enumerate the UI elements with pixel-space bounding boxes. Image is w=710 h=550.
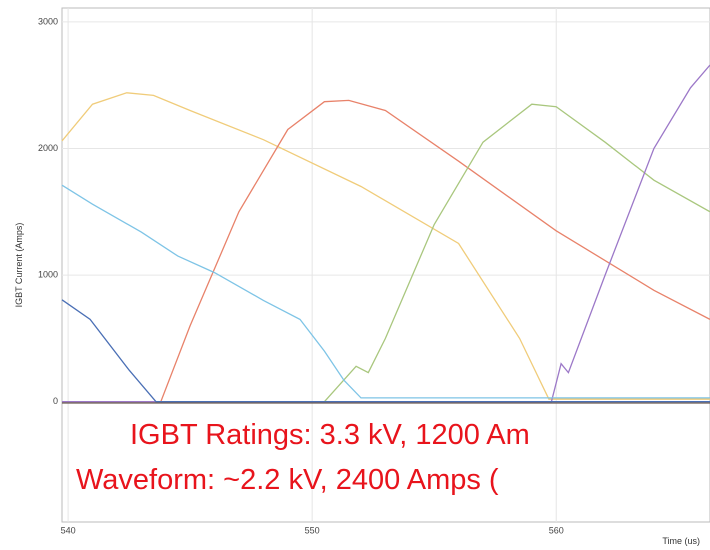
x-tick-label: 550: [305, 525, 320, 535]
series-line: [61, 92, 710, 400]
plot-area: [61, 7, 710, 523]
annotation: Waveform: ~2.2 kV, 2400 Amps (: [76, 464, 499, 496]
annotation: IGBT Ratings: 3.3 kV, 1200 Am: [130, 419, 530, 451]
series-line: [61, 184, 710, 399]
series-line: [62, 99, 710, 403]
series-line: [62, 64, 710, 403]
series-line: [62, 103, 710, 403]
y-tick-label: 1000: [38, 270, 58, 280]
y-tick-label: 3000: [38, 16, 58, 26]
x-axis-label: Time (us): [662, 536, 700, 546]
y-tick-label: 2000: [38, 143, 58, 153]
series-line: [61, 299, 710, 403]
x-tick-label: 540: [61, 525, 76, 535]
x-tick-label: 560: [549, 525, 564, 535]
y-tick-label: 0: [53, 396, 58, 406]
y-axis-label: IGBT Current (Amps): [14, 223, 24, 308]
